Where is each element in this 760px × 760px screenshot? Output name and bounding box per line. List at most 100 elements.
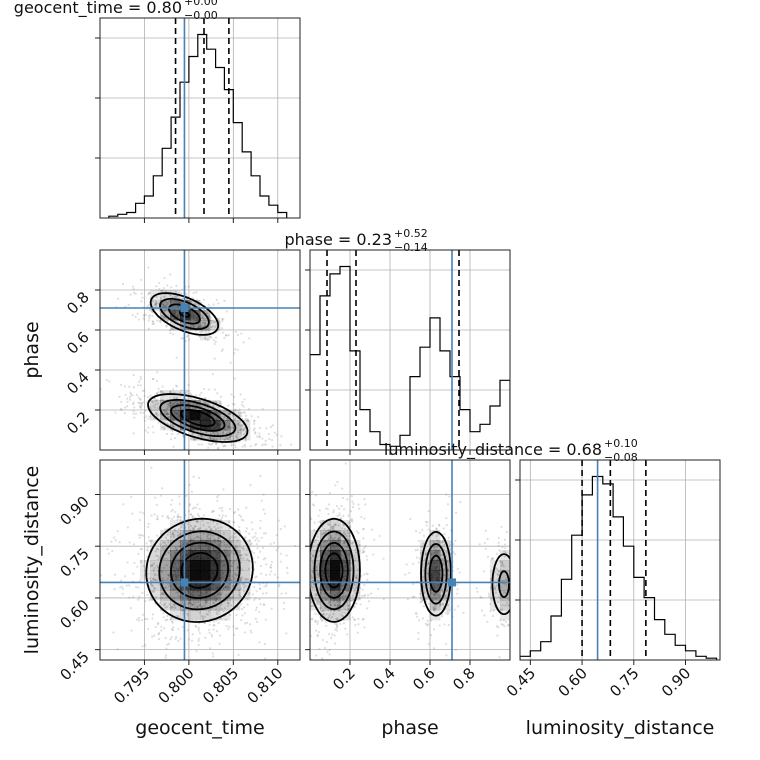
scatter-point <box>150 514 153 517</box>
scatter-point <box>191 604 194 607</box>
scatter-point <box>301 508 303 510</box>
scatter-point <box>224 428 227 431</box>
scatter-point <box>228 412 231 416</box>
scatter-point <box>214 608 218 611</box>
scatter-point <box>264 532 268 535</box>
scatter-point <box>454 648 458 651</box>
scatter-point <box>258 432 261 435</box>
scatter-point <box>318 509 321 512</box>
scatter-point <box>139 384 142 387</box>
scatter-point <box>248 591 251 594</box>
scatter-point <box>345 601 349 604</box>
scatter-point <box>146 546 149 549</box>
scatter-point <box>315 565 319 568</box>
scatter-point <box>497 600 500 604</box>
scatter-point <box>166 643 169 646</box>
scatter-point <box>209 443 212 446</box>
title-text: geocent_time = 0.80 <box>14 0 182 18</box>
scatter-point <box>186 389 189 392</box>
scatter-point <box>255 606 258 609</box>
scatter-point <box>154 496 157 499</box>
y-tick-label: 0.4 <box>63 368 93 398</box>
density-cell <box>230 590 241 601</box>
scatter-point <box>341 594 345 598</box>
scatter-point <box>238 413 241 417</box>
density-cell <box>210 570 221 581</box>
scatter-point <box>262 452 264 454</box>
scatter-point <box>180 609 184 612</box>
scatter-point <box>174 547 178 550</box>
scatter-point <box>197 643 200 647</box>
scatter-point <box>165 325 168 328</box>
scatter-point <box>212 601 216 605</box>
scatter-point <box>222 416 225 419</box>
scatter-point <box>234 531 237 535</box>
scatter-point <box>153 406 157 409</box>
scatter-point <box>225 586 228 589</box>
scatter-point <box>207 446 210 449</box>
scatter-point <box>305 587 307 589</box>
scatter-point <box>231 539 234 542</box>
scatter-point <box>128 541 131 544</box>
scatter-point <box>151 314 154 318</box>
scatter-point <box>443 543 446 546</box>
scatter-point <box>254 431 257 434</box>
scatter-point <box>241 453 243 455</box>
scatter-point <box>178 545 182 548</box>
scatter-point <box>324 540 327 543</box>
scatter-point <box>169 424 172 427</box>
title-minus-error: −0.00 <box>184 9 218 22</box>
scatter-point <box>203 323 207 326</box>
scatter-point <box>191 603 195 607</box>
scatter-point <box>153 303 157 306</box>
scatter-point <box>148 415 151 418</box>
scatter-point <box>132 595 135 598</box>
scatter-point <box>336 480 339 484</box>
scatter-point <box>206 532 210 535</box>
x-tick-label: 0.805 <box>199 664 242 707</box>
scatter-point <box>442 560 445 564</box>
scatter-point <box>215 597 218 600</box>
scatter-point <box>223 607 227 610</box>
scatter-point <box>357 503 360 506</box>
scatter-point <box>229 613 232 617</box>
scatter-point <box>168 406 171 409</box>
scatter-point <box>265 427 268 430</box>
y-tick-label: 0.8 <box>63 288 93 318</box>
scatter-point <box>160 398 163 401</box>
scatter-point <box>133 406 136 409</box>
scatter-point <box>224 585 227 588</box>
scatter-point <box>249 623 252 626</box>
scatter-point <box>139 375 142 378</box>
scatter-point <box>339 601 342 604</box>
scatter-point <box>206 521 210 525</box>
density-cell <box>320 550 331 561</box>
scatter-point <box>126 526 130 529</box>
scatter-point <box>234 574 238 577</box>
scatter-point <box>439 603 442 606</box>
scatter-point <box>238 589 241 592</box>
scatter-point <box>301 563 303 565</box>
scatter-point <box>447 624 450 627</box>
scatter-point <box>315 654 318 657</box>
scatter-point <box>277 546 280 549</box>
scatter-point <box>279 527 282 531</box>
scatter-point <box>240 428 243 431</box>
scatter-point <box>223 548 226 551</box>
scatter-point <box>216 496 219 499</box>
scatter-point <box>128 584 131 587</box>
histogram-step <box>310 265 510 450</box>
scatter-point <box>265 563 268 566</box>
scatter-point <box>345 545 349 548</box>
scatter-point <box>233 418 236 421</box>
scatter-point <box>139 401 143 405</box>
scatter-point <box>426 521 429 524</box>
scatter-point <box>278 583 281 586</box>
scatter-point <box>510 586 512 588</box>
density-cell <box>230 560 241 571</box>
scatter-point <box>328 653 331 656</box>
scatter-point <box>191 406 194 409</box>
scatter-point <box>238 415 241 418</box>
scatter-point <box>503 624 506 628</box>
scatter-point <box>243 606 246 609</box>
